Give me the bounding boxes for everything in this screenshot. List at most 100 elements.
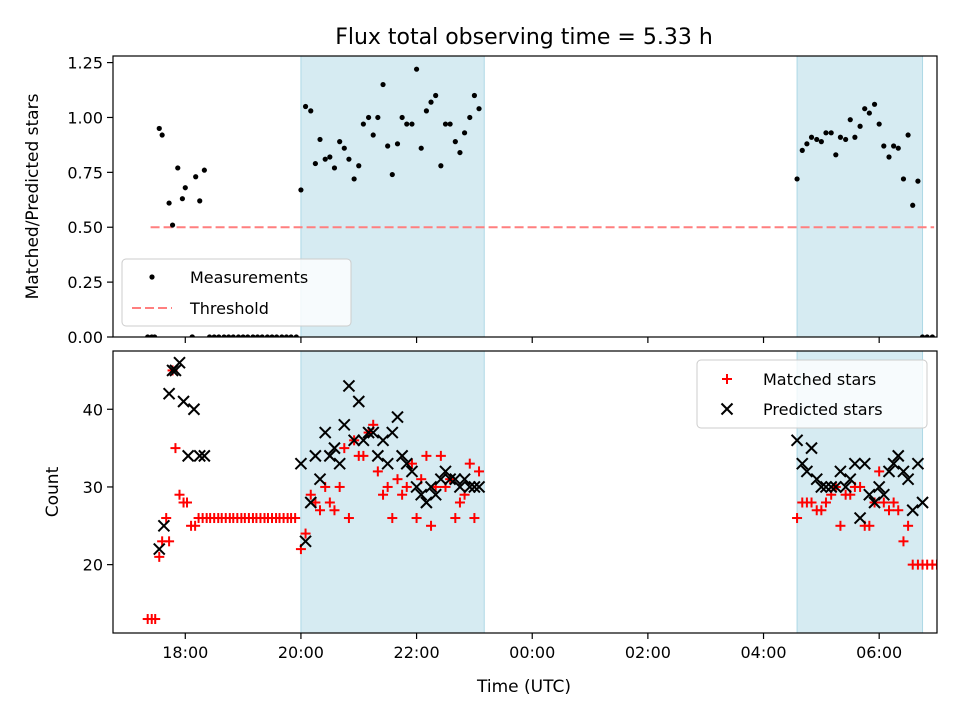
data-point bbox=[387, 513, 398, 524]
data-point bbox=[400, 457, 413, 470]
data-point bbox=[819, 480, 833, 494]
data-point bbox=[881, 143, 887, 149]
data-point bbox=[452, 139, 458, 145]
data-point bbox=[820, 497, 831, 508]
x-tick-label: 20:00 bbox=[278, 643, 324, 662]
data-point bbox=[169, 364, 182, 377]
data-point bbox=[905, 132, 911, 138]
data-point bbox=[843, 136, 849, 143]
data-point bbox=[418, 145, 424, 151]
data-point bbox=[450, 513, 461, 524]
data-point bbox=[254, 334, 261, 337]
y-tick-label: 0.75 bbox=[67, 163, 103, 182]
data-point bbox=[337, 139, 343, 145]
data-point bbox=[382, 481, 393, 492]
data-point bbox=[193, 174, 199, 180]
data-point bbox=[401, 481, 412, 492]
data-point bbox=[868, 496, 881, 509]
data-point bbox=[293, 334, 299, 337]
data-point bbox=[835, 520, 846, 531]
data-point bbox=[179, 196, 185, 202]
data-point bbox=[375, 114, 381, 121]
data-point bbox=[197, 198, 203, 204]
data-point bbox=[399, 114, 405, 121]
data-point bbox=[833, 152, 839, 158]
data-point bbox=[312, 160, 318, 167]
data-point bbox=[863, 488, 876, 501]
data-point bbox=[472, 480, 486, 494]
data-point bbox=[226, 334, 232, 337]
data-point bbox=[442, 121, 449, 127]
data-point bbox=[919, 334, 926, 337]
data-point bbox=[810, 472, 823, 486]
data-point bbox=[876, 121, 882, 127]
data-point bbox=[895, 145, 901, 151]
y-tick-label: 1.00 bbox=[67, 108, 103, 127]
data-point bbox=[308, 108, 314, 114]
data-point bbox=[338, 418, 351, 432]
x-tick-label: 00:00 bbox=[509, 643, 555, 662]
y-tick-label: 0.25 bbox=[67, 273, 103, 292]
data-point bbox=[474, 466, 485, 477]
data-point bbox=[410, 480, 423, 494]
data-point bbox=[924, 334, 930, 337]
panel-bottom: 20 30 40 18:00 20:00 22:00 00:00 02:00 04:00 06:0… bbox=[43, 350, 938, 662]
data-point bbox=[796, 457, 809, 470]
data-point bbox=[405, 465, 419, 478]
data-point bbox=[182, 497, 193, 508]
data-point bbox=[862, 106, 868, 112]
data-point bbox=[852, 134, 858, 140]
data-point bbox=[438, 163, 444, 169]
shaded-span bbox=[796, 56, 924, 337]
data-point bbox=[235, 334, 242, 337]
data-point bbox=[891, 143, 897, 149]
data-point bbox=[329, 505, 340, 516]
data-point bbox=[469, 513, 480, 524]
y-tick-label: 20 bbox=[83, 556, 103, 575]
data-point bbox=[315, 505, 326, 516]
data-point bbox=[818, 139, 824, 145]
legend-marker bbox=[720, 402, 734, 416]
data-point bbox=[323, 449, 337, 463]
data-point bbox=[911, 457, 925, 470]
data-point bbox=[453, 480, 467, 494]
data-point bbox=[356, 163, 362, 169]
legend-label: Measurements bbox=[190, 268, 308, 287]
data-point bbox=[216, 334, 222, 337]
data-point bbox=[154, 551, 165, 562]
data-point bbox=[893, 505, 904, 516]
data-point bbox=[443, 472, 457, 486]
data-point bbox=[420, 496, 433, 509]
data-point bbox=[815, 480, 828, 494]
data-point bbox=[887, 457, 900, 470]
data-point bbox=[900, 176, 907, 182]
data-point bbox=[424, 480, 438, 494]
data-point bbox=[829, 480, 843, 494]
data-point bbox=[471, 92, 478, 99]
data-point bbox=[175, 165, 181, 171]
data-point bbox=[304, 496, 317, 509]
x-tick-label: 18:00 bbox=[162, 643, 208, 662]
y-tick-label: 1.25 bbox=[67, 54, 103, 73]
data-point bbox=[404, 121, 410, 127]
data-point bbox=[173, 356, 186, 369]
x-tick-label: 06:00 bbox=[856, 643, 902, 662]
data-point bbox=[381, 457, 394, 470]
data-point bbox=[799, 147, 805, 153]
data-point bbox=[346, 156, 352, 162]
data-point bbox=[916, 496, 929, 509]
data-point bbox=[837, 134, 844, 140]
panel-top: 0.00 0.25 0.50 0.75 1.00 1.25 Matched/Predicte… bbox=[23, 54, 938, 347]
data-point bbox=[428, 99, 434, 105]
data-point bbox=[910, 202, 916, 208]
data-point bbox=[397, 489, 408, 500]
data-point bbox=[166, 200, 172, 206]
data-point bbox=[156, 125, 162, 132]
data-point bbox=[874, 466, 885, 477]
axes-frame bbox=[112, 55, 938, 338]
data-point bbox=[467, 114, 473, 121]
y-tick-label: 40 bbox=[83, 400, 103, 419]
data-point bbox=[380, 81, 386, 88]
data-point bbox=[221, 334, 227, 337]
